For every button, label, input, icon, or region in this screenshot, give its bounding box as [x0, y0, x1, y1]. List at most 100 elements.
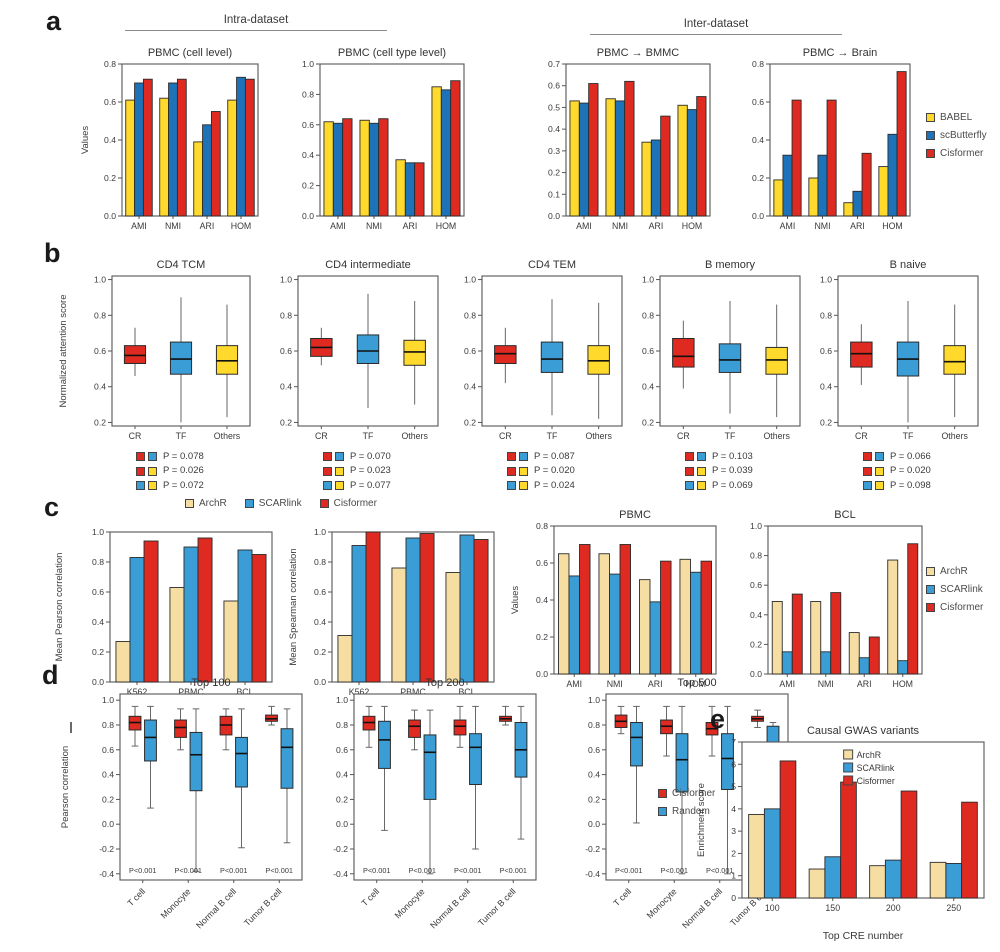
pvalue-swatch	[323, 452, 332, 462]
x-tick-label: CR	[855, 431, 868, 441]
pvalue-legend: P = 0.078 P = 0.026 P = 0.072	[54, 451, 258, 491]
pvalue-swatch	[136, 452, 145, 462]
bar	[368, 122, 380, 217]
bar	[619, 544, 631, 675]
y-tick-label: 0.8	[588, 720, 600, 730]
box	[144, 719, 157, 762]
y-tick-label: 1.0	[464, 275, 476, 285]
y-tick-label: 0.6	[92, 587, 104, 597]
y-tick-label: 1.0	[280, 275, 292, 285]
y-tick-label: 0.0	[750, 669, 762, 679]
chart-mean-pearson: 0.0 0.2 0.4 0.6 0.8 1.0 Mean Pearson correlati…	[50, 524, 280, 705]
pvalue-legend: P = 0.087 P = 0.020 P = 0.024	[450, 451, 630, 491]
bar	[134, 82, 144, 217]
y-tick-label: 0.8	[642, 310, 654, 320]
legend-label: ArchR	[857, 750, 881, 760]
x-tick-label: PBMC	[400, 687, 426, 697]
bar	[598, 553, 610, 675]
x-tick-label: NMI	[814, 221, 830, 231]
bar	[852, 190, 863, 217]
bar	[781, 651, 793, 675]
x-tick-label: BCL	[458, 687, 475, 697]
bar	[440, 89, 452, 217]
y-axis-label: Normalized attention score	[58, 295, 69, 408]
pvalue-row: P = 0.066	[863, 451, 986, 462]
bar	[197, 537, 213, 683]
x-tick-label: BCL	[236, 687, 253, 697]
y-tick-label: 5	[731, 782, 736, 792]
x-tick-label: Tumor B cell	[476, 886, 518, 928]
chart-title: CD4 TEM	[528, 259, 576, 271]
legend-panel-d: Cisformer Random	[658, 788, 715, 817]
chart-pbmc-cell-level: 0.0 0.2 0.4 0.6 0.8 PBMC (cell level) Values AM…	[76, 42, 266, 239]
legend-item: SCARlink	[244, 498, 302, 509]
y-tick-label: 0.2	[94, 417, 106, 427]
y-tick-label: -0.2	[333, 844, 348, 854]
y-axis-label: Mean Spearman correlation	[288, 548, 299, 665]
chart-svg: 0.0 0.2 0.4 0.6 0.8 1.0 BCL AMI NMI ARI HOM	[750, 509, 923, 689]
p-note: P<0.001	[454, 866, 481, 875]
panel-b-label: b	[44, 238, 61, 268]
y-tick-label: 7	[731, 737, 736, 747]
pvalue-legend: P = 0.066 P = 0.020 P = 0.098	[806, 451, 986, 491]
pvalue-swatch	[136, 480, 145, 490]
bar	[129, 557, 145, 683]
bar	[365, 531, 381, 683]
bar	[887, 559, 899, 675]
legend-swatch	[926, 149, 935, 158]
pvalue-swatch	[507, 452, 516, 462]
bar	[649, 601, 661, 675]
chart-title: Causal GWAS variants	[807, 725, 920, 737]
y-tick-label: 1.0	[750, 521, 762, 531]
x-tick-label: AMI	[780, 221, 796, 231]
x-tick-label: TF	[176, 431, 187, 441]
chart-svg: 0.2 0.4 0.6 0.8 1.0 CD4 TCM Normalized attenti…	[58, 259, 251, 441]
y-tick-label: 0.8	[94, 310, 106, 320]
y-tick-label: 0.4	[752, 135, 764, 145]
y-tick-label: 0.4	[642, 382, 654, 392]
y-tick-label: 0.0	[92, 677, 104, 687]
chart-bcl-values: 0.0 0.2 0.4 0.6 0.8 1.0 BCL AMI NMI ARI HOM	[734, 502, 930, 697]
bar	[578, 102, 590, 217]
pvalue-swatch	[323, 480, 332, 490]
pvalue-text: P = 0.020	[890, 465, 931, 477]
panel-c-label: c	[44, 492, 60, 522]
y-tick-label: 1	[731, 871, 736, 881]
y-tick-label: 1.0	[642, 275, 654, 285]
x-tick-label: ARI	[200, 221, 215, 231]
y-tick-label: 0.6	[314, 587, 326, 597]
bar	[929, 861, 947, 899]
box	[453, 719, 467, 736]
y-tick-label: 0.2	[464, 417, 476, 427]
boxplot-cd4-tcm: 0.2 0.4 0.6 0.8 1.0 CD4 TCM Normalized attenti…	[54, 258, 258, 491]
bar	[690, 571, 702, 675]
y-tick-label: -0.4	[585, 869, 600, 879]
pvalue-swatch	[148, 480, 157, 490]
pvalue-swatch	[685, 452, 694, 462]
group-header-intra-dataset: Intra-dataset	[125, 14, 387, 31]
legend-swatch	[843, 775, 854, 786]
legend-item: Random	[658, 806, 715, 817]
pvalue-text: P = 0.098	[890, 479, 931, 491]
y-tick-label: 0.8	[92, 557, 104, 567]
y-tick-label: 0.2	[302, 181, 314, 191]
pvalue-swatch	[323, 466, 332, 476]
pvalue-text: P = 0.087	[534, 451, 575, 462]
box	[494, 345, 517, 365]
y-tick-label: 1.0	[336, 695, 348, 705]
bar	[568, 575, 580, 675]
chart-svg: 0.2 0.4 0.6 0.8 1.0 CD4 TEM CR TF Others	[464, 259, 623, 441]
box	[672, 338, 695, 368]
chart-title: Top 500	[677, 677, 716, 689]
legend-label: Cisformer	[857, 776, 895, 786]
pvalue-text: P = 0.026	[163, 465, 204, 477]
chart-title: Top 100	[191, 677, 230, 689]
y-tick-label: 0.8	[820, 310, 832, 320]
x-tick-label: Others	[763, 431, 790, 441]
y-tick-label: 0.8	[336, 720, 348, 730]
x-tick-label: CR	[315, 431, 328, 441]
boxplot-top-100: -0.4 -0.2 0.0 0.2 0.4 0.6 0.8 1.0 Top 100 Pearson…	[56, 674, 310, 952]
pvalue-row: P = 0.020	[507, 465, 630, 476]
x-tick-label: Others	[401, 431, 428, 441]
chart-title: B naive	[890, 259, 927, 271]
